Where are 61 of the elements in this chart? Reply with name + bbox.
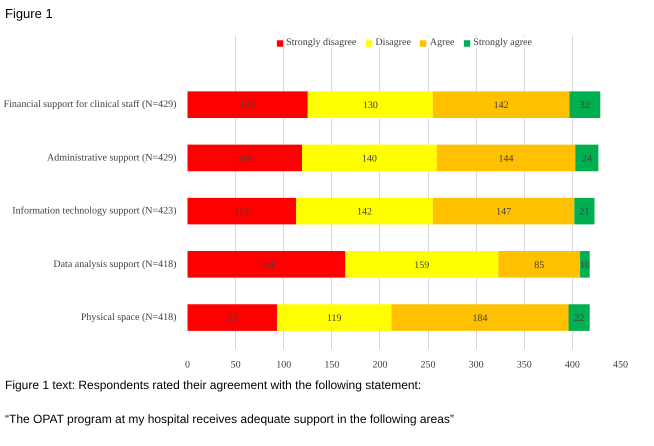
- data-label: 10: [580, 260, 590, 271]
- data-label: 24: [582, 153, 592, 164]
- bar: [302, 144, 437, 172]
- bar: [575, 144, 598, 172]
- data-label: 119: [237, 153, 252, 164]
- bar: [432, 198, 574, 224]
- bar: [345, 251, 498, 278]
- x-tick-label: 150: [324, 360, 340, 370]
- bar: [188, 304, 277, 331]
- data-label: 125: [240, 100, 256, 112]
- bar: [391, 304, 569, 331]
- bar: [498, 251, 580, 278]
- data-label: 140: [362, 153, 377, 164]
- bar: [432, 91, 570, 118]
- caption: Figure 1 text: Respondents rated their agreement with the following statement:: [5, 377, 422, 394]
- data-label: 164: [258, 260, 274, 271]
- data-label: 142: [357, 206, 372, 218]
- data-label: 142: [494, 100, 509, 112]
- bar: [570, 91, 600, 118]
- x-tick-label: 0: [185, 360, 190, 370]
- x-tick-label: 100: [276, 360, 292, 370]
- legend-label: Strongly agree: [473, 37, 532, 48]
- legend-label: Agree: [430, 37, 454, 48]
- data-label: 113: [234, 206, 250, 218]
- bar: [276, 304, 392, 331]
- data-label: 85: [534, 260, 544, 271]
- bar: [188, 251, 346, 278]
- y-tick-label: Financial support for clinical staff (N=429): [4, 99, 177, 110]
- x-tick-label: 50: [230, 360, 241, 370]
- data-label: 119: [326, 313, 342, 324]
- bar: [568, 304, 590, 331]
- x-tick-label: 450: [613, 360, 628, 370]
- y-tick-label: Physical space (N=418): [80, 312, 177, 324]
- y-tick-label: Administrative support (N=429): [46, 152, 177, 164]
- legend-label: Strongly disagree: [286, 37, 356, 48]
- x-tick-label: 250: [420, 360, 436, 370]
- text: “The OPAT program at my hospital receives adequate support in the following areas”: [5, 411, 454, 428]
- data-label: 184: [472, 313, 488, 324]
- bar: [188, 144, 302, 172]
- bar: [436, 144, 576, 172]
- data-label: 159: [414, 260, 430, 271]
- bar: [296, 198, 433, 224]
- data-label: 93: [227, 313, 238, 324]
- data-label: 32: [580, 100, 590, 112]
- x-tick-label: 350: [516, 360, 532, 370]
- data-label: 21: [579, 206, 590, 218]
- bar: [188, 198, 296, 224]
- y-tick-label: Data analysis support (N=418): [53, 258, 177, 270]
- data-label: 130: [362, 100, 378, 112]
- x-tick-label: 300: [468, 360, 484, 370]
- x-tick-label: 200: [372, 360, 388, 370]
- bar: [188, 91, 308, 118]
- data-label: 22: [574, 313, 584, 324]
- legend-label: Disagree: [375, 37, 411, 48]
- text: Figure 1: [5, 5, 53, 23]
- bar: [574, 198, 595, 224]
- data-label: 147: [496, 206, 512, 218]
- bar: [308, 91, 433, 118]
- data-label: 144: [498, 153, 514, 164]
- y-tick-label: Information technology support (N=423): [12, 206, 176, 217]
- x-tick-label: 400: [564, 360, 580, 370]
